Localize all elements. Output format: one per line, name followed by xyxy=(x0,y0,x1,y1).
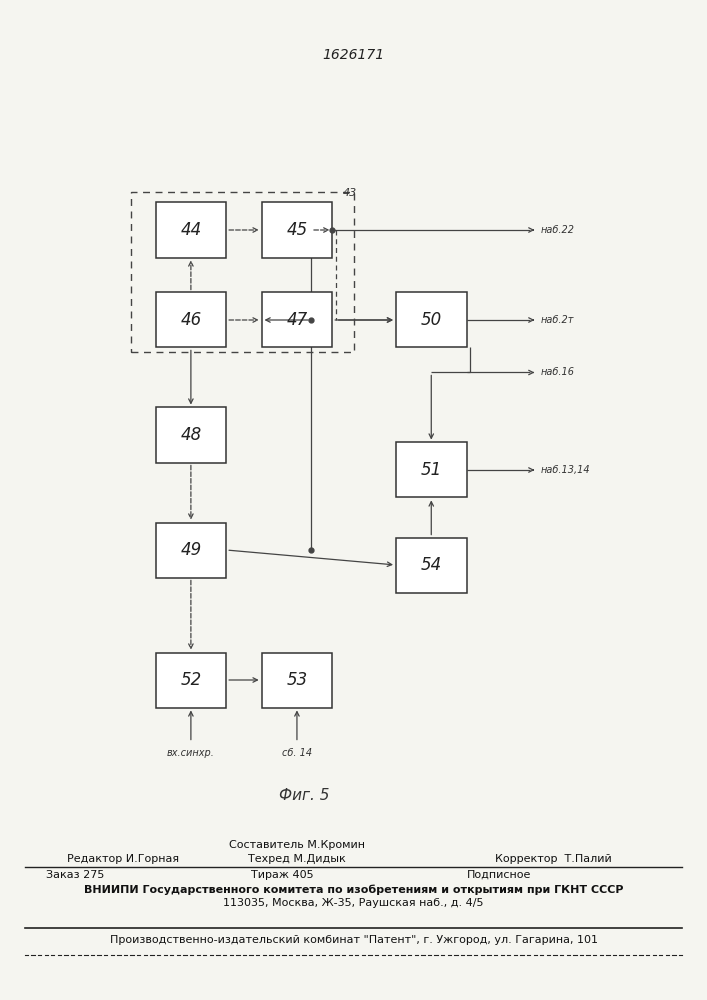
Bar xyxy=(156,292,226,347)
Text: 46: 46 xyxy=(180,311,201,329)
Text: 43: 43 xyxy=(343,188,357,198)
Text: 52: 52 xyxy=(180,671,201,689)
Bar xyxy=(262,292,332,347)
Bar xyxy=(131,192,354,352)
Text: Фиг. 5: Фиг. 5 xyxy=(279,788,329,802)
Text: сб. 14: сб. 14 xyxy=(282,748,312,758)
Text: 1626171: 1626171 xyxy=(322,48,385,62)
Text: Составитель М.Кромин: Составитель М.Кромин xyxy=(229,840,365,850)
Text: ВНИИПИ Государственного комитета по изобретениям и открытиям при ГКНТ СССР: ВНИИПИ Государственного комитета по изоб… xyxy=(83,885,624,895)
Bar xyxy=(396,292,467,347)
Bar xyxy=(262,652,332,708)
Text: 54: 54 xyxy=(421,556,442,574)
Bar xyxy=(156,408,226,462)
Text: Техред М.Дидык: Техред М.Дидык xyxy=(248,854,346,864)
Text: 47: 47 xyxy=(286,311,308,329)
Text: наб.13,14: наб.13,14 xyxy=(541,465,590,475)
Bar xyxy=(156,652,226,708)
Text: 49: 49 xyxy=(180,541,201,559)
Text: наб.2т: наб.2т xyxy=(541,315,574,325)
Text: Заказ 275: Заказ 275 xyxy=(46,870,105,880)
Text: 53: 53 xyxy=(286,671,308,689)
Bar xyxy=(396,442,467,497)
Text: 48: 48 xyxy=(180,426,201,444)
Text: 50: 50 xyxy=(421,311,442,329)
Text: наб.22: наб.22 xyxy=(541,225,575,235)
Text: Редактор И.Горная: Редактор И.Горная xyxy=(67,854,180,864)
Bar xyxy=(156,202,226,257)
Bar xyxy=(156,522,226,578)
Text: Тираж 405: Тираж 405 xyxy=(252,870,314,880)
Text: вх.синхр.: вх.синхр. xyxy=(167,748,215,758)
Text: наб.16: наб.16 xyxy=(541,367,575,377)
Text: 51: 51 xyxy=(421,461,442,479)
Text: Корректор  Т.Палий: Корректор Т.Палий xyxy=(495,854,612,864)
Text: 113035, Москва, Ж-35, Раушская наб., д. 4/5: 113035, Москва, Ж-35, Раушская наб., д. … xyxy=(223,898,484,908)
Bar xyxy=(262,202,332,257)
Text: 45: 45 xyxy=(286,221,308,239)
Text: Подписное: Подписное xyxy=(467,870,531,880)
Text: 44: 44 xyxy=(180,221,201,239)
Bar xyxy=(396,538,467,592)
Text: Производственно-издательский комбинат "Патент", г. Ужгород, ул. Гагарина, 101: Производственно-издательский комбинат "П… xyxy=(110,935,597,945)
